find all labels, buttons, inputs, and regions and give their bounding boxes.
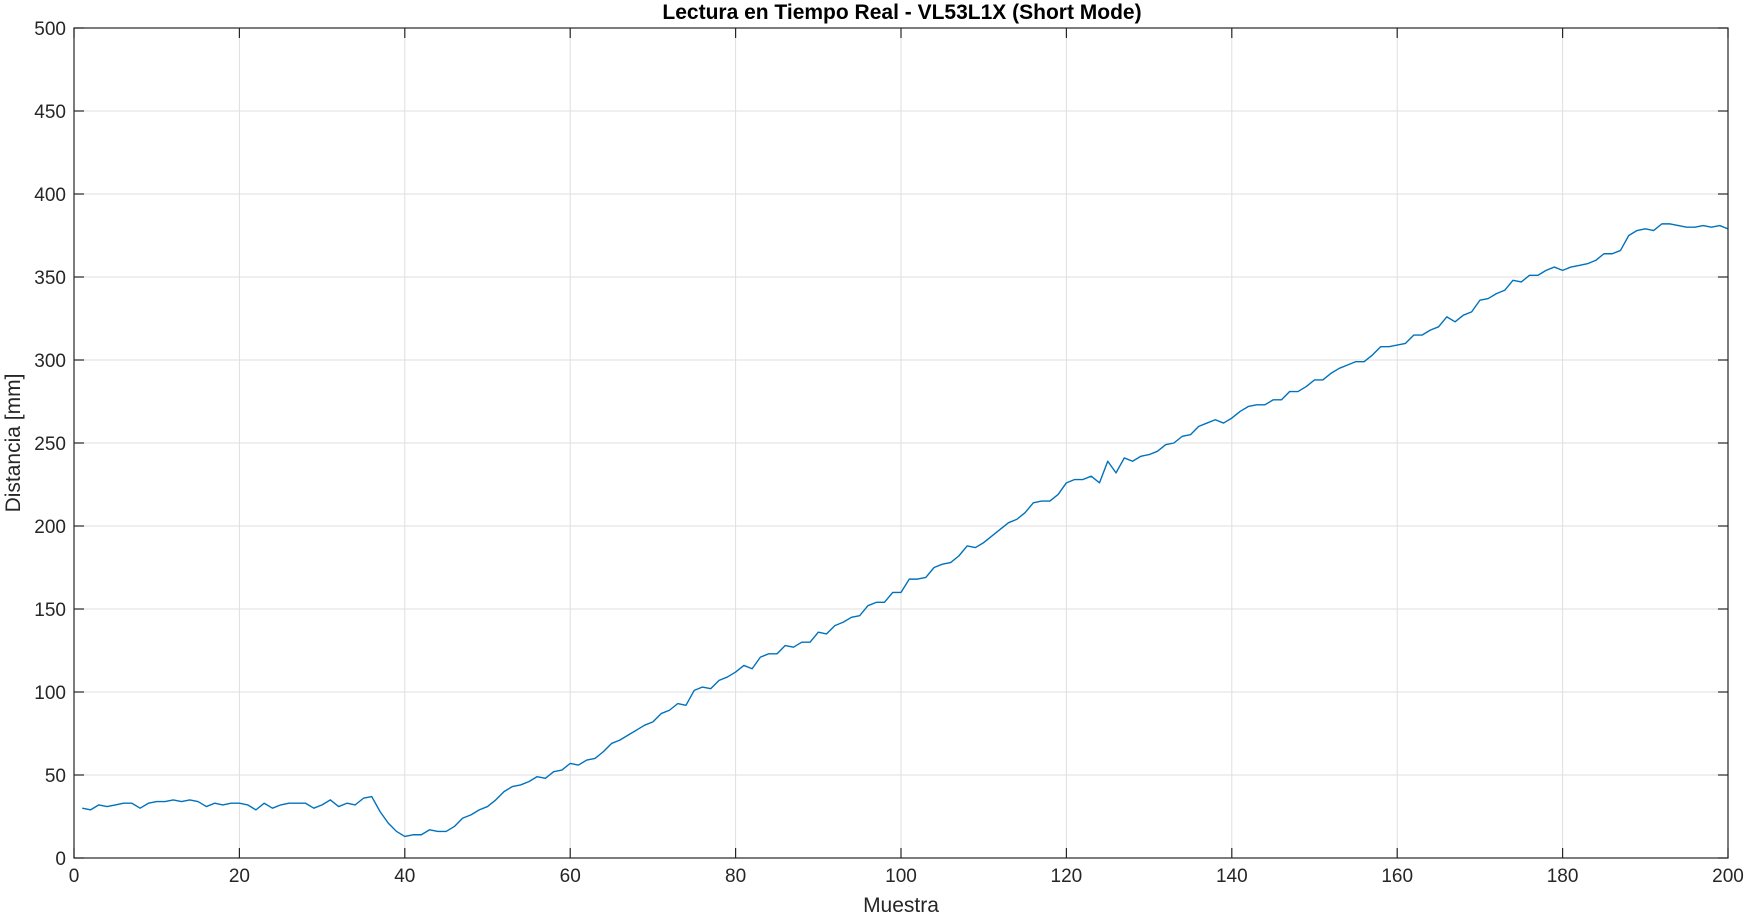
x-tick-label: 100 [885, 866, 917, 887]
series-line [82, 223, 1729, 838]
x-tick-label: 200 [1712, 866, 1744, 887]
ticks: 0 20 40 60 80 100 120 140 160 180 200 0 50 100 150 200 2… [34, 19, 1744, 887]
series-layer [82, 223, 1729, 838]
y-tick-label: 100 [34, 683, 66, 704]
grid [74, 28, 1728, 858]
y-tick-label: 400 [34, 185, 66, 206]
y-tick-label: 250 [34, 434, 66, 455]
x-axis-label: Muestra [863, 894, 939, 917]
chart-title: Lectura en Tiempo Real - VL53L1X (Short … [662, 1, 1141, 24]
x-tick-label: 80 [725, 866, 746, 887]
x-tick-label: 180 [1547, 866, 1579, 887]
x-tick-label: 140 [1216, 866, 1248, 887]
y-tick-label: 200 [34, 517, 66, 538]
y-tick-label: 150 [34, 600, 66, 621]
x-tick-label: 20 [229, 866, 250, 887]
x-tick-label: 120 [1051, 866, 1083, 887]
y-tick-label: 0 [55, 849, 66, 870]
y-tick-label: 450 [34, 102, 66, 123]
y-tick-label: 500 [34, 19, 66, 40]
x-tick-label: 160 [1381, 866, 1413, 887]
x-tick-label: 0 [69, 866, 80, 887]
y-tick-label: 300 [34, 351, 66, 372]
y-axis-label: Distancia [mm] [2, 374, 25, 513]
x-tick-label: 40 [394, 866, 415, 887]
x-tick-label: 60 [560, 866, 581, 887]
series-points [82, 224, 1728, 837]
y-tick-label: 50 [45, 766, 66, 787]
y-tick-label: 350 [34, 268, 66, 289]
